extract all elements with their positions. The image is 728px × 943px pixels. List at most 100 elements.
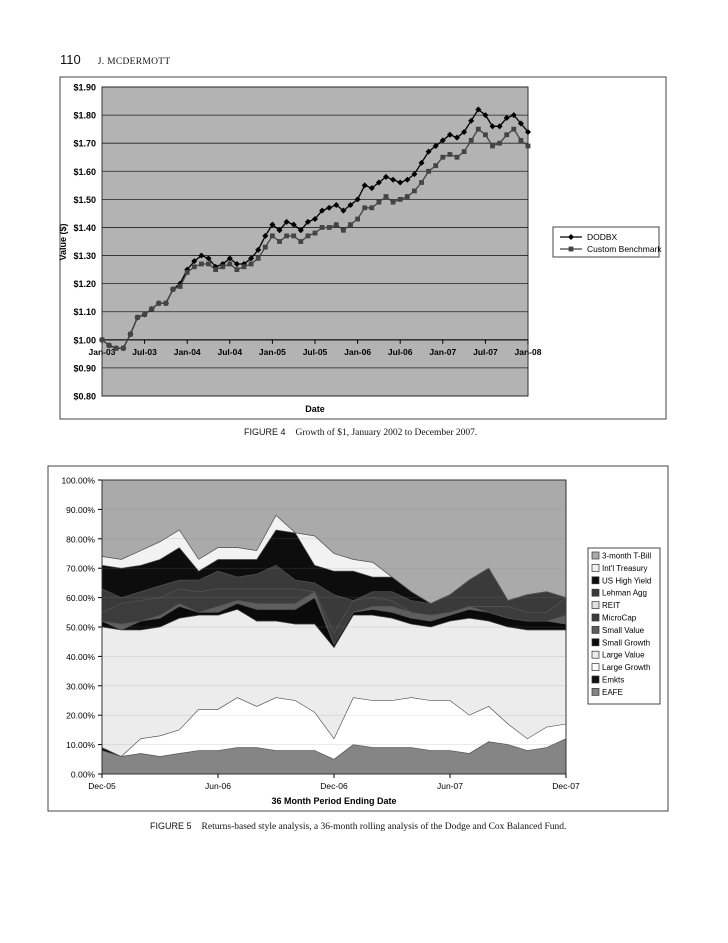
- data-point-dodbx: [411, 171, 418, 178]
- data-point-custom-benchmark: [170, 286, 176, 292]
- data-point-custom-benchmark: [291, 233, 297, 239]
- data-point-custom-benchmark: [284, 233, 289, 239]
- figure-5-label: FIGURE 5: [150, 821, 192, 831]
- data-point-dodbx: [205, 255, 212, 262]
- data-point-dodbx: [439, 137, 446, 144]
- data-point-custom-benchmark: [220, 264, 226, 270]
- x-axis-title: Date: [305, 404, 325, 414]
- data-point-custom-benchmark: [113, 345, 119, 351]
- figure-4-caption: FIGURE 4 Growth of $1, January 2002 to De…: [244, 427, 477, 438]
- data-point-dodbx: [198, 252, 205, 259]
- y-tick-label: 100.00%: [61, 476, 95, 486]
- data-point-dodbx: [361, 182, 368, 189]
- data-point-dodbx: [510, 112, 517, 119]
- legend-label-lehman-agg: Lehman Agg: [602, 589, 647, 598]
- legend-label-eafe: EAFE: [602, 688, 623, 697]
- data-point-dodbx: [517, 120, 524, 127]
- x-tick-label: Jul-05: [303, 347, 328, 357]
- legend-marker-dodbx: [568, 234, 574, 240]
- data-point-custom-benchmark: [390, 199, 396, 205]
- y-tick-label: 10.00%: [66, 740, 95, 750]
- x-tick-label: Jul-07: [473, 347, 498, 357]
- figure-4-chart: $0.80 $0.90 $1.00 $1.10 $1.20 $1.30 $1.40 $1.50…: [58, 76, 667, 420]
- legend-swatch-small-growth: [591, 638, 600, 647]
- data-point-dodbx: [390, 176, 397, 183]
- y-tick-label: $1.60: [73, 167, 96, 177]
- y-tick-label: 90.00%: [66, 505, 95, 515]
- legend-swatch-eafe: [591, 688, 600, 696]
- page-number: 110: [60, 52, 81, 67]
- data-point-dodbx: [503, 114, 510, 121]
- legend-label-small-value: Small Value: [602, 626, 645, 635]
- data-point-custom-benchmark: [355, 216, 360, 222]
- y-tick-label: 80.00%: [66, 534, 95, 544]
- data-point-dodbx: [340, 207, 347, 214]
- running-author: J. MCDERMOTT: [97, 57, 171, 67]
- legend-swatch-reit: [591, 601, 600, 609]
- data-point-dodbx: [262, 232, 269, 239]
- y-tick-label: $0.80: [73, 392, 96, 402]
- y-tick-label: $1.80: [73, 111, 96, 121]
- y-tick-label: 20.00%: [66, 711, 95, 721]
- data-point-custom-benchmark: [376, 199, 382, 205]
- legend-swatch-large-value: [591, 650, 600, 659]
- data-point-dodbx: [496, 123, 503, 130]
- x-tick-label: Jan-06: [344, 347, 371, 357]
- legend-swatch-3-month-t-bill: [591, 551, 600, 560]
- data-point-dodbx: [255, 246, 262, 253]
- legend-label-microcap: MicroCap: [602, 614, 637, 623]
- data-point-custom-benchmark: [348, 222, 353, 228]
- data-point-custom-benchmark: [163, 300, 169, 306]
- legend-box: [552, 226, 660, 258]
- legend-label-emkts: Emkts: [602, 676, 624, 685]
- y-tick-label: 30.00%: [66, 681, 95, 691]
- data-point-custom-benchmark: [454, 154, 460, 160]
- x-axis-title: 36 Month Period Ending Date: [271, 796, 396, 806]
- x-tick-label: Dec-07: [552, 781, 580, 791]
- data-point-dodbx: [191, 258, 198, 265]
- y-tick-label: $0.90: [73, 363, 96, 373]
- data-point-custom-benchmark: [369, 205, 375, 211]
- x-tick-label: Jan-04: [174, 347, 201, 357]
- data-point-dodbx: [404, 176, 411, 183]
- data-point-dodbx: [347, 201, 354, 208]
- legend-swatch-small-value: [591, 626, 600, 634]
- y-tick-label: $1.00: [73, 335, 96, 345]
- data-point-custom-benchmark: [142, 312, 147, 317]
- data-point-custom-benchmark: [468, 137, 474, 143]
- y-tick-label: $1.40: [73, 223, 96, 233]
- data-point-custom-benchmark: [298, 239, 304, 244]
- y-tick-label: 40.00%: [66, 652, 95, 662]
- data-point-dodbx: [425, 148, 432, 155]
- legend-label-small-growth: Small Growth: [602, 638, 650, 647]
- data-point-dodbx: [248, 255, 255, 262]
- data-point-custom-benchmark: [120, 345, 126, 351]
- data-point-custom-benchmark: [397, 196, 403, 202]
- data-point-dodbx: [397, 179, 404, 186]
- data-point-custom-benchmark: [326, 225, 332, 230]
- data-point-dodbx: [418, 159, 425, 166]
- data-point-dodbx: [454, 134, 460, 141]
- data-point-dodbx: [290, 221, 297, 228]
- data-point-custom-benchmark: [440, 154, 446, 160]
- y-tick-label: $1.10: [73, 307, 96, 317]
- data-point-dodbx: [489, 123, 496, 130]
- legend-label-3-month-t-bill: 3-month T-Bill: [602, 552, 651, 561]
- y-tick-label: 60.00%: [66, 593, 95, 603]
- legend-label-int-l-treasury: Int'l Treasury: [602, 564, 648, 573]
- x-tick-label: Jul-06: [388, 347, 413, 357]
- data-point-custom-benchmark: [156, 300, 162, 306]
- data-point-dodbx: [283, 218, 290, 225]
- data-point-dodbx: [333, 201, 340, 208]
- data-point-custom-benchmark: [184, 270, 190, 275]
- figure-4-caption-text: Growth of $1, January 2002 to December 2…: [295, 428, 478, 438]
- data-point-custom-benchmark: [341, 227, 346, 233]
- data-point-custom-benchmark: [191, 264, 197, 270]
- y-tick-label: 50.00%: [66, 623, 95, 633]
- x-tick-label: Dec-06: [320, 781, 348, 791]
- x-tick-label: Jan-03: [89, 347, 116, 357]
- legend-swatch-lehman-agg: [591, 588, 600, 597]
- data-point-custom-benchmark: [362, 205, 368, 211]
- data-point-custom-benchmark: [475, 126, 481, 132]
